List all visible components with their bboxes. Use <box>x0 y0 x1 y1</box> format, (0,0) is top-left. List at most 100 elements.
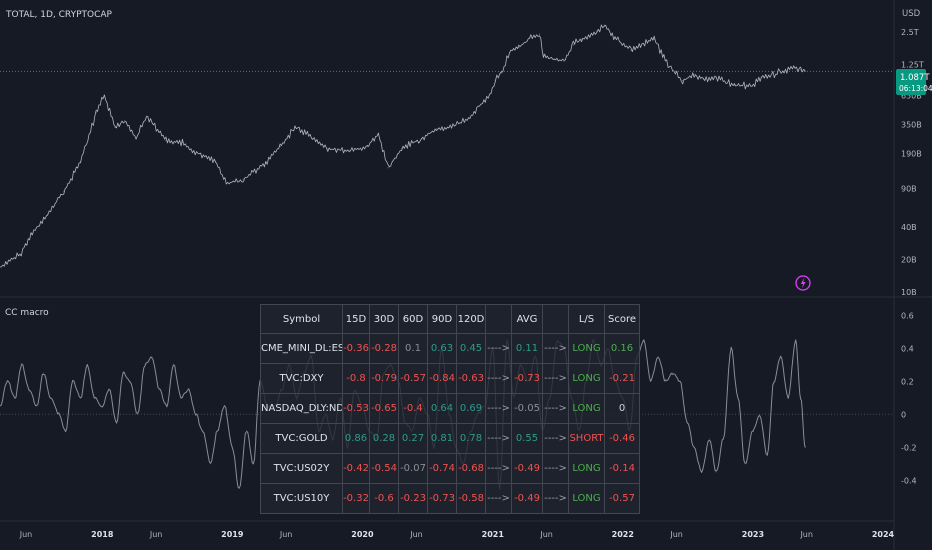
price-point <box>553 58 555 61</box>
price-tick-label: 350B <box>901 121 922 130</box>
indicator-tick-label: -0.4 <box>901 476 917 485</box>
table-header-row: Symbol 15D 30D 60D 90D 120D AVG L/S Scor… <box>260 304 640 334</box>
price-point <box>114 126 116 128</box>
price-point <box>804 70 806 72</box>
indicator-point <box>693 446 695 448</box>
indicator-tick-label: 0.4 <box>901 344 914 353</box>
cell-ls: LONG <box>568 333 605 364</box>
cell-d120: -0.63 <box>456 363 486 394</box>
cell-score: 0 <box>604 393 640 424</box>
price-point <box>500 72 502 74</box>
table-body: CME_MINI_DL:ES1!-0.36-0.280.10.630.45---… <box>260 333 640 514</box>
cell-a1: ----> <box>485 483 512 514</box>
indicator-point <box>172 364 175 366</box>
indicator-point <box>650 380 652 382</box>
price-pane[interactable] <box>0 24 894 268</box>
last-price-countdown: 06:13:04 <box>899 84 932 93</box>
time-tick-label: 2020 <box>351 530 374 539</box>
currency-label[interactable]: USD <box>902 9 921 19</box>
cell-d60: -0.57 <box>398 363 428 394</box>
indicator-tick-label: 0 <box>901 410 906 419</box>
price-point <box>95 112 97 114</box>
indicator-point <box>195 413 197 415</box>
cell-d60: 0.27 <box>398 423 428 454</box>
header-30d: 30D <box>369 304 399 334</box>
table-row: TVC:GOLD 0.86 0.28 0.27 0.81 0.78 ----> 0.55 ---… <box>260 423 640 454</box>
chart-title[interactable]: TOTAL, 1D, CRYPTOCAP <box>5 10 113 20</box>
cell-a2: ----> <box>542 363 569 394</box>
price-point <box>468 117 470 119</box>
indicator-point <box>223 405 226 407</box>
header-arrow-2 <box>542 304 569 334</box>
indicator-point <box>686 421 688 424</box>
price-series-line[interactable] <box>0 24 806 268</box>
cell-d120: 0.78 <box>456 423 486 454</box>
price-point <box>682 80 684 82</box>
cell-ls: LONG <box>568 363 605 394</box>
price-point <box>145 115 147 117</box>
time-tick-label: 2021 <box>482 530 505 539</box>
price-point <box>242 178 244 180</box>
indicator-point <box>780 355 782 358</box>
price-point <box>225 183 227 185</box>
axes: 2.5T 1.25T 650B 350B 190B 90B 40B 20B 10B 0.6 0.4 0… <box>19 28 924 539</box>
price-tick-label: 650B <box>901 92 922 101</box>
indicator-point <box>643 339 645 341</box>
cell-d90: -0.84 <box>427 363 457 394</box>
cell-d30: -0.54 <box>369 453 399 484</box>
price-point <box>165 139 167 142</box>
header-symbol: Symbol <box>260 304 343 334</box>
price-point <box>79 160 82 163</box>
time-tick-label: Jun <box>19 530 33 539</box>
lightning-bolt-icon[interactable] <box>795 275 811 291</box>
price-point <box>135 138 137 140</box>
last-price-badge-bg <box>896 69 926 95</box>
price-point <box>47 213 49 215</box>
time-tick-label: 2018 <box>91 530 114 539</box>
header-avg: AVG <box>511 304 543 334</box>
cell-avg: -0.05 <box>511 393 543 424</box>
price-point <box>751 85 753 87</box>
indicator-point <box>722 438 724 440</box>
price-point <box>193 150 195 152</box>
time-tick-label: Jun <box>149 530 163 539</box>
indicator-point <box>58 413 60 415</box>
cell-avg: 0.11 <box>511 333 543 364</box>
indicator-point <box>246 430 248 432</box>
indicator-point <box>701 471 703 473</box>
price-point <box>124 120 126 122</box>
price-point <box>580 38 583 40</box>
time-tick-label: Jun <box>799 530 813 539</box>
indicator-point <box>108 388 110 391</box>
indicator-point <box>158 388 160 391</box>
indicator-point <box>50 397 52 399</box>
price-point <box>279 145 281 148</box>
last-price-badge[interactable]: 1.087T 06:13:04 <box>896 69 932 95</box>
cell-d90: 0.63 <box>427 333 457 364</box>
price-point <box>572 44 574 46</box>
cell-d120: 0.69 <box>456 393 486 424</box>
correlation-table: Symbol 15D 30D 60D 90D 120D AVG L/S Scor… <box>260 304 640 514</box>
price-point <box>377 132 379 135</box>
indicator-point <box>101 405 103 407</box>
price-point <box>563 60 565 62</box>
cell-ls: SHORT <box>568 423 605 454</box>
cell-d60: 0.1 <box>398 333 428 364</box>
cell-d30: -0.65 <box>369 393 399 424</box>
indicator-point <box>804 446 806 448</box>
indicator-title[interactable]: CC macro <box>5 308 49 318</box>
cell-d120: -0.58 <box>456 483 486 514</box>
cell-a1: ----> <box>485 333 512 364</box>
indicator-point <box>238 487 240 490</box>
cell-symbol: NASDAQ_DLY:NDX <box>260 393 343 424</box>
cell-d90: 0.81 <box>427 423 457 454</box>
cell-ls: LONG <box>568 453 605 484</box>
indicator-point <box>86 364 88 366</box>
indicator-point <box>657 355 659 358</box>
cell-symbol: TVC:US10Y <box>260 483 343 514</box>
price-point <box>19 254 21 256</box>
price-point <box>63 190 65 192</box>
cell-score: -0.21 <box>604 363 640 394</box>
cell-d60: -0.23 <box>398 483 428 514</box>
indicator-point <box>6 380 9 382</box>
